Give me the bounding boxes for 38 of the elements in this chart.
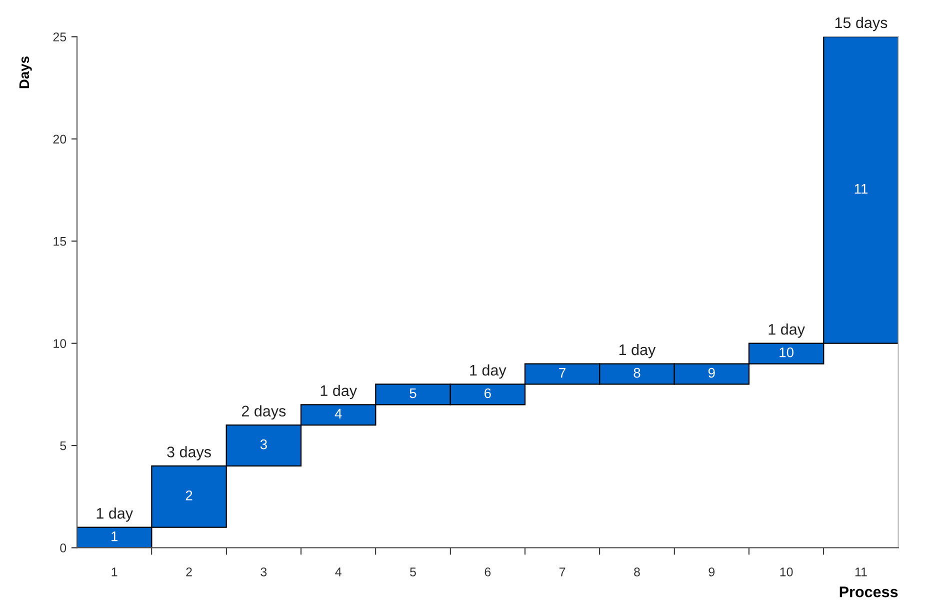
x-tick-label: 8 [634, 568, 640, 576]
annotation: 3 days [167, 446, 211, 460]
x-tick-label: 6 [484, 568, 491, 576]
annotation: 7 [559, 368, 566, 378]
y-tick-label: 15 [54, 237, 66, 246]
x-tick-label: 5 [410, 568, 416, 576]
x-tick-label: 9 [708, 568, 715, 576]
annotation: 1 day [470, 364, 506, 379]
y-tick-label: 10 [54, 339, 66, 348]
x-tick-label: 11 [855, 568, 867, 576]
annotation: 9 [708, 368, 715, 378]
annotation: 3 [260, 439, 267, 450]
x-tick-label: 3 [260, 568, 267, 576]
annotation: 5 [410, 388, 416, 398]
annotation: 1 day [320, 384, 357, 400]
y-axis-title: Days [19, 56, 32, 88]
annotation: 6 [484, 388, 491, 398]
annotation: 15 days [835, 16, 888, 32]
annotation: 2 [186, 490, 192, 500]
annotation: 4 [334, 408, 342, 418]
annotation: 10 [780, 347, 794, 358]
y-tick-label: 25 [53, 32, 66, 42]
annotation: 8 [634, 368, 640, 378]
x-axis-title: Process [840, 586, 898, 598]
y-tick-label: 5 [60, 441, 66, 450]
y-tick-label: 20 [53, 134, 66, 144]
annotation: 1 [112, 532, 118, 542]
x-tick-label: 2 [186, 568, 192, 576]
x-tick-label: 7 [559, 568, 566, 576]
x-tick-label: 1 [112, 568, 118, 576]
annotation: 11 [854, 184, 868, 194]
annotation: 2 days [242, 405, 286, 420]
annotation: 1 day [619, 344, 656, 358]
x-tick-label: 4 [335, 568, 342, 576]
annotation: 1 day [768, 324, 805, 338]
x-tick-label: 10 [780, 568, 793, 576]
annotation: 1 day [96, 508, 134, 522]
y-tick-label: 0 [60, 544, 66, 552]
